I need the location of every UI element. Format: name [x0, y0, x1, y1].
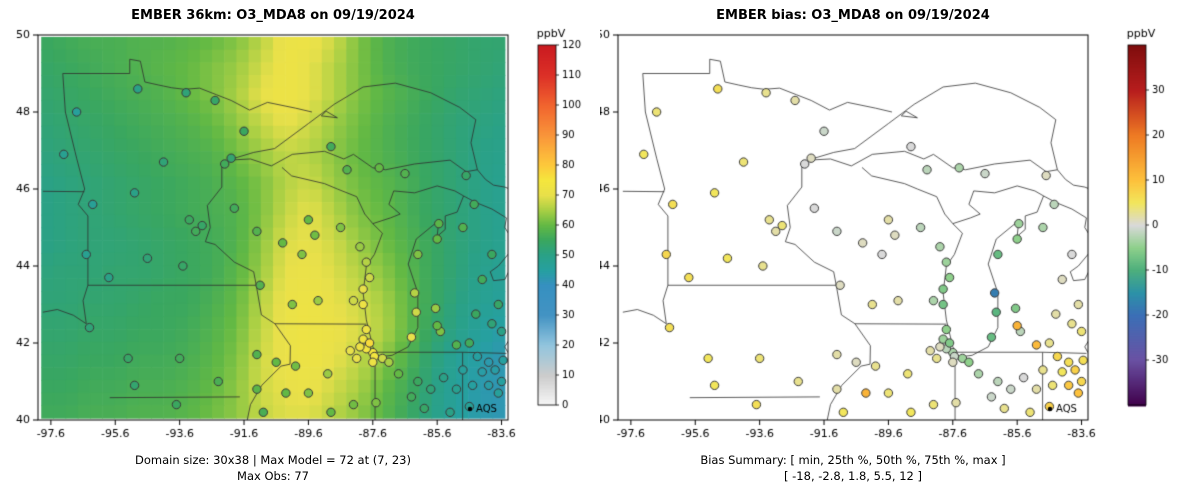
model-panel-title: EMBER 36km: O3_MDA8 on 09/19/2024: [131, 8, 415, 23]
bias-panel: EMBER bias: O3_MDA8 on 09/19/2024 Bias S…: [600, 0, 1200, 502]
bias-panel-title: EMBER bias: O3_MDA8 on 09/19/2024: [716, 8, 990, 23]
model-caption-domain: Domain size: 30x38 | Max Model = 72 at (…: [134, 453, 411, 467]
model-panel: EMBER 36km: O3_MDA8 on 09/19/2024 Domain…: [0, 0, 600, 502]
bias-caption-header: Bias Summary: [ min, 25th %, 50th %, 75t…: [700, 453, 1006, 467]
bias-caption-values: [ -18, -2.8, 1.8, 5.5, 12 ]: [784, 469, 922, 483]
model-map-canvas: [0, 0, 600, 502]
bias-map-canvas: [600, 0, 1200, 502]
model-caption-maxobs: Max Obs: 77: [237, 469, 309, 483]
